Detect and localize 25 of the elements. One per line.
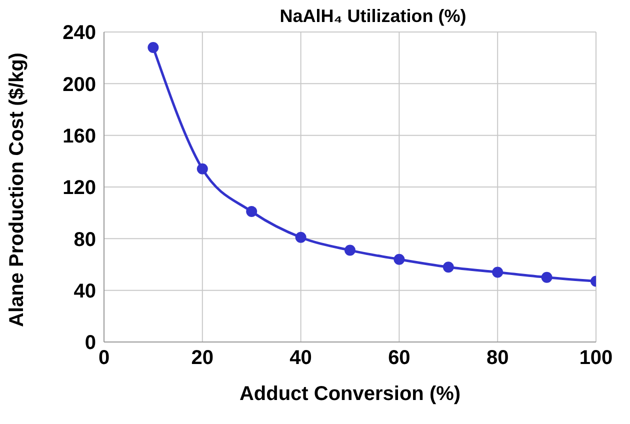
y-tick-label: 200: [62, 74, 96, 96]
x-tick-label: 0: [98, 347, 110, 370]
y-axis-title: Alane Production Cost ($/kg): [6, 52, 28, 327]
point: [295, 232, 306, 243]
y-tick-label: 120: [62, 177, 96, 200]
point: [492, 266, 504, 278]
x-axis-title: Adduct Conversion (%): [239, 383, 461, 405]
point: [442, 262, 454, 273]
y-tick-label: 240: [62, 22, 96, 44]
y-tick-label: 40: [74, 280, 96, 302]
point: [196, 163, 208, 174]
x-tick-label: 60: [388, 347, 410, 370]
x-tick-label: 80: [486, 347, 509, 370]
point: [541, 272, 552, 283]
y-tick-label: 0: [84, 332, 96, 354]
x-tick-label: 20: [191, 347, 214, 370]
x-tick-label: 100: [579, 347, 613, 370]
chart-title: NaAlH₄ Utilization (%): [278, 6, 468, 27]
y-tick-label: 160: [62, 125, 96, 148]
point: [148, 42, 159, 53]
point: [344, 244, 356, 256]
point: [246, 206, 258, 218]
x-tick-label: 40: [290, 347, 312, 370]
point: [394, 254, 405, 265]
y-tick-label: 80: [74, 228, 96, 251]
